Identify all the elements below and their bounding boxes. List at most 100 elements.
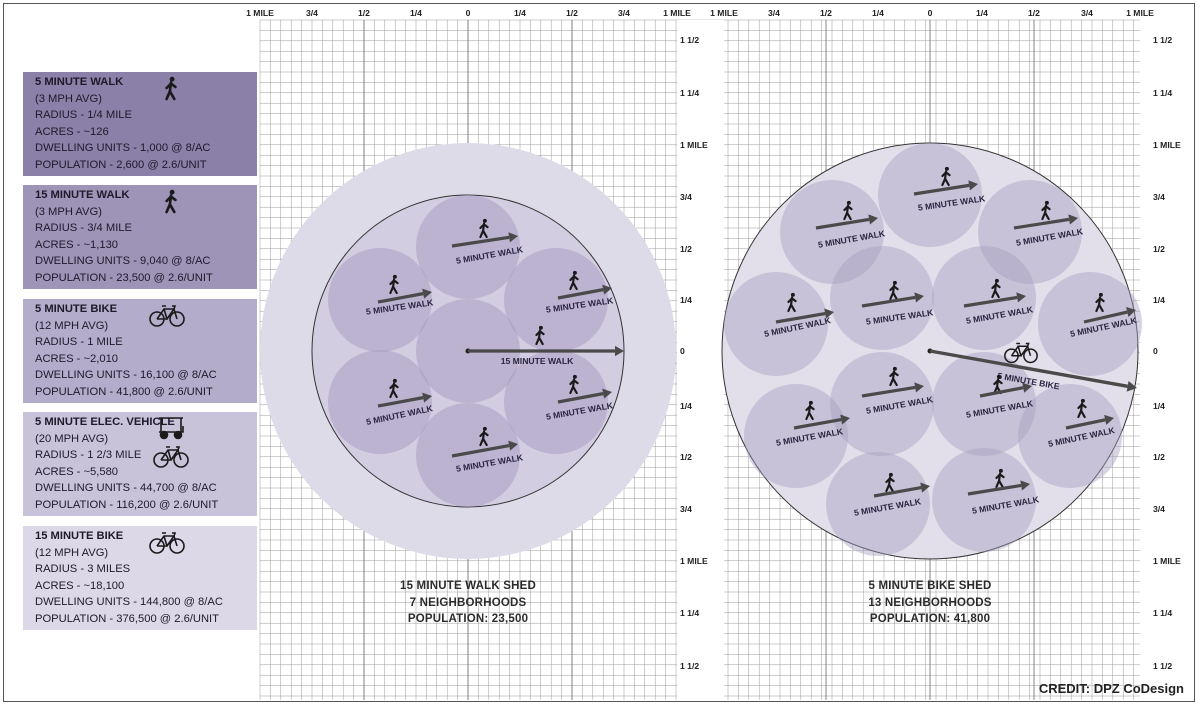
walker-icon — [1077, 398, 1087, 419]
scale-side-label-mid: 1 1/4 — [680, 608, 699, 618]
neighborhood-circle — [416, 403, 520, 507]
neighborhood-circle — [878, 143, 982, 247]
direction-arrow — [557, 388, 612, 404]
walker-icon — [479, 218, 489, 239]
bicycle-icon — [149, 305, 185, 327]
scale-top-label: 1/4 — [410, 8, 422, 18]
direction-arrow — [451, 232, 518, 248]
bike-shed-radius-arrow — [929, 349, 1137, 392]
scale-side-label-mid: 1 MILE — [680, 556, 708, 566]
scale-side-label-right: 1 MILE — [1153, 140, 1181, 150]
legend-item-line: ACRES - ~1,130 — [35, 238, 119, 251]
legend-item-line: RADIUS - 1/4 MILE — [35, 109, 132, 122]
walker-icon — [787, 292, 797, 313]
walker-icon — [1041, 200, 1051, 221]
legend-item-line: DWELLING UNITS - 144,800 @ 8/AC — [35, 596, 223, 609]
walk-shed-caption-title: 15 MINUTE WALK SHED — [399, 580, 537, 592]
scale-top-label: 0 — [928, 8, 933, 18]
legend-item-line: POPULATION - 23,500 @ 2.6/UNIT — [35, 271, 213, 284]
credit-text: CREDIT: DPZ CoDesign — [1038, 681, 1184, 696]
legend-item-line: (12 MPH AVG) — [35, 546, 109, 559]
walker-icon — [889, 366, 899, 387]
scale-top-label: 3/4 — [1081, 8, 1093, 18]
scale-top-label: 1 MILE — [663, 8, 691, 18]
legend-icon-group — [149, 532, 185, 554]
direction-arrow — [557, 284, 612, 300]
walker-icon — [389, 378, 399, 399]
scale-side-label-right: 1 1/4 — [1153, 608, 1172, 618]
scale-side-label-mid: 1/4 — [680, 401, 692, 411]
legend-icon-group — [165, 189, 177, 214]
legend-item-line: ACRES - ~5,580 — [35, 465, 119, 478]
walker-icon — [889, 280, 899, 301]
neighborhood-circle — [978, 180, 1082, 284]
direction-arrow — [913, 180, 978, 196]
legend-item-title: 15 MINUTE WALK — [35, 189, 130, 201]
bike-shed-caption-count: 13 NEIGHBORHOODS — [868, 596, 992, 609]
scale-ruler: 1 MILE 3/4 1/2 1/4 0 1/4 1/2 3/4 1 MILE 1 MILE 3/4… — [246, 8, 1181, 671]
direction-arrow — [1065, 414, 1114, 430]
legend-item-line: ACRES - ~2,010 — [35, 352, 119, 365]
neighborhood-circle — [932, 246, 1036, 350]
walker-icon — [479, 426, 489, 447]
legend-item-title: 5 MINUTE ELEC. VEHICLE — [35, 416, 175, 428]
scale-top-label: 1/4 — [976, 8, 988, 18]
walk-shed-caption-population: POPULATION: 23,500 — [407, 613, 529, 625]
neighborhood-circle — [744, 384, 848, 488]
figure-frame — [3, 3, 1195, 702]
walk-shed-radius-arrow — [468, 345, 624, 357]
scale-side-label-right: 1/4 — [1153, 401, 1165, 411]
legend-item: 15 MINUTE BIKE (12 MPH AVG) RADIUS - 3 MIL… — [23, 526, 257, 630]
scale-side-label-right: 1/4 — [1153, 295, 1165, 305]
legend-item-line: (20 MPH AVG) — [35, 432, 109, 445]
direction-arrow — [451, 440, 518, 458]
direction-arrow — [861, 382, 924, 398]
neighborhood-circle — [328, 248, 432, 352]
scale-top-label: 3/4 — [768, 8, 780, 18]
legend-item-line: DWELLING UNITS - 1,000 @ 8/AC — [35, 142, 211, 155]
neighborhood-circle — [826, 452, 930, 556]
walker-icon — [535, 325, 545, 346]
bicycle-icon — [149, 532, 185, 554]
scale-top-label: 1/4 — [872, 8, 884, 18]
legend-item-line: POPULATION - 2,600 @ 2.6/UNIT — [35, 158, 207, 171]
neighborhood-circle — [932, 448, 1036, 552]
walker-icon — [389, 274, 399, 295]
direction-arrow — [775, 308, 834, 324]
legend-item-line: POPULATION - 116,200 @ 2.6/UNIT — [35, 498, 219, 511]
neighborhood-circle — [780, 180, 884, 284]
golf-cart-icon — [159, 417, 184, 440]
scale-side-label-mid: 3/4 — [680, 504, 692, 514]
scale-side-label-right: 3/4 — [1153, 192, 1165, 202]
scale-top-label: 1 MILE — [710, 8, 738, 18]
scale-side-label-mid: 1 1/4 — [680, 88, 699, 98]
legend-item: 5 MINUTE WALK (3 MPH AVG) RADIUS - 1/4 MIL… — [23, 72, 257, 176]
legend-item-line: RADIUS - 3 MILES — [35, 563, 131, 576]
walker-icon — [1095, 292, 1105, 313]
walker-icon — [885, 472, 895, 493]
scale-top-label: 3/4 — [618, 8, 630, 18]
walker-icon — [569, 270, 579, 291]
neighborhood-circle — [504, 248, 608, 352]
walker-icon — [843, 200, 853, 221]
legend-item-line: RADIUS - 1 MILE — [35, 336, 123, 349]
scale-top-label: 1/2 — [358, 8, 370, 18]
bicycle-icon — [153, 446, 189, 468]
walker-icon — [165, 76, 177, 101]
walker-icon — [805, 400, 815, 421]
bike-shed-caption-title: 5 MINUTE BIKE SHED — [868, 580, 992, 592]
neighborhood-circle — [724, 272, 828, 376]
walk-shed-caption: 15 MINUTE WALK SHED 7 NEIGHBORHOODS POPU… — [318, 578, 618, 628]
scale-side-label-right: 1 1/2 — [1153, 661, 1172, 671]
scale-side-label-mid: 1/2 — [680, 244, 692, 254]
legend-item: 15 MINUTE WALK (3 MPH AVG) RADIUS - 3/4 MI… — [23, 185, 257, 289]
walk-shed-caption-count: 7 NEIGHBORHOODS — [409, 596, 527, 609]
scale-side-label-right: 1/2 — [1153, 244, 1165, 254]
neighborhood-circle — [416, 195, 520, 299]
legend-item-title: 5 MINUTE WALK — [35, 76, 124, 88]
walker-icon — [991, 278, 1001, 299]
neighborhood-circle — [932, 352, 1036, 456]
scale-side-label-mid: 3/4 — [680, 192, 692, 202]
scale-side-label-mid: 1 1/2 — [680, 661, 699, 671]
